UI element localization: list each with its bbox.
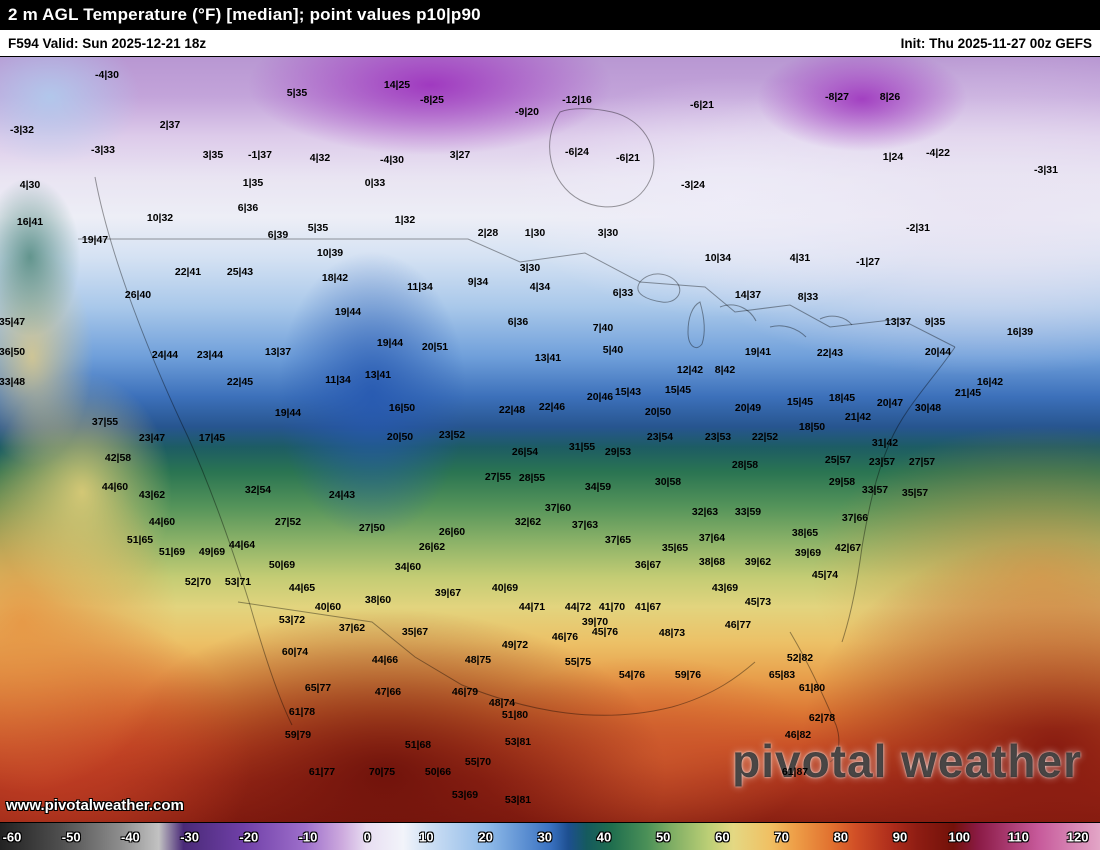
colorbar-tick: -40 <box>120 829 140 844</box>
colorbar-tick: -10 <box>298 829 318 844</box>
colorbar-tick: -20 <box>239 829 259 844</box>
valid-time: F594 Valid: Sun 2025-12-21 18z <box>8 35 207 51</box>
colorbar-tick: 60 <box>715 829 730 844</box>
colorbar-tick: 40 <box>596 829 612 844</box>
map-title: 2 m AGL Temperature (°F) [median]; point… <box>8 5 481 24</box>
colorbar-tick: 110 <box>1007 829 1029 844</box>
website-url: www.pivotalweather.com <box>6 797 184 814</box>
colorbar-tick: 70 <box>774 829 789 844</box>
colorbar-tick: 100 <box>948 829 971 844</box>
colorbar-tick: 20 <box>478 829 493 844</box>
colorbar-tick: -50 <box>61 829 81 844</box>
colorbar-tick: 0 <box>363 829 371 844</box>
colorbar-tick: 90 <box>892 829 908 844</box>
title-bar: 2 m AGL Temperature (°F) [median]; point… <box>0 0 1100 30</box>
colorbar-tick: 80 <box>833 829 849 844</box>
pivotalweather-logo: pivotal weather <box>732 735 1082 787</box>
colorbar-tick: 30 <box>537 829 553 844</box>
temperature-colorbar: -60 -50 -40 -30 -20 -10 0 10 20 30 40 50 60 70 80 90 100… <box>0 822 1100 850</box>
temperature-map[interactable]: pivotal weather www.pivotalweather.com <box>0 57 1100 822</box>
forecast-info-bar: F594 Valid: Sun 2025-12-21 18z Init: Thu… <box>0 30 1100 57</box>
colorbar-tick: 120 <box>1066 829 1089 844</box>
init-time: Init: Thu 2025-11-27 00z GEFS <box>900 35 1092 51</box>
colorbar-tick: 50 <box>655 829 671 844</box>
colorbar-tick: -30 <box>180 829 199 844</box>
colorbar-tick: -60 <box>2 829 22 844</box>
geography-borders <box>78 108 956 763</box>
colorbar-tick: 10 <box>419 829 434 844</box>
